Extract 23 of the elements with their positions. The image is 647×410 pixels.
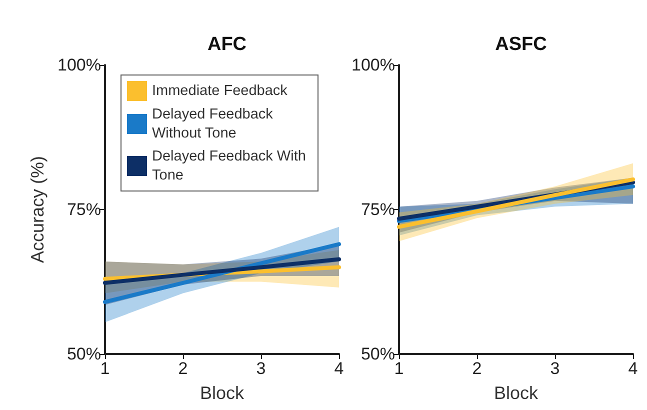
y-tick-label: 50% <box>360 344 395 364</box>
chart-title: ASFC <box>495 34 548 55</box>
y-tick-label: 75% <box>66 200 101 219</box>
x-tick-label: 1 <box>100 359 110 378</box>
chart-title: AFC <box>207 34 247 55</box>
y-axis-title: Accuracy (%) <box>28 156 48 264</box>
x-tick-label: 3 <box>256 359 266 378</box>
y-tick-label: 50% <box>66 344 101 364</box>
legend-label: Delayed Feedback Without Tone <box>152 106 277 142</box>
line-series <box>103 257 341 285</box>
x-axis-title: Block <box>494 383 540 403</box>
legend-label: Delayed Feedback With Tone <box>152 148 310 184</box>
x-tick-label: 4 <box>628 359 638 378</box>
y-tick-label: 100% <box>58 56 101 74</box>
x-tick-label: 3 <box>550 359 560 378</box>
y-tick-label: 75% <box>360 200 395 219</box>
x-axis-title: Block <box>200 383 246 403</box>
x-tick-label: 2 <box>178 359 188 378</box>
x-tick-label: 2 <box>472 359 482 378</box>
y-tick-label: 100% <box>352 56 395 74</box>
legend-label: Immediate Feedback <box>152 83 288 99</box>
x-tick-label: 1 <box>394 359 404 378</box>
x-tick-label: 4 <box>334 359 344 378</box>
